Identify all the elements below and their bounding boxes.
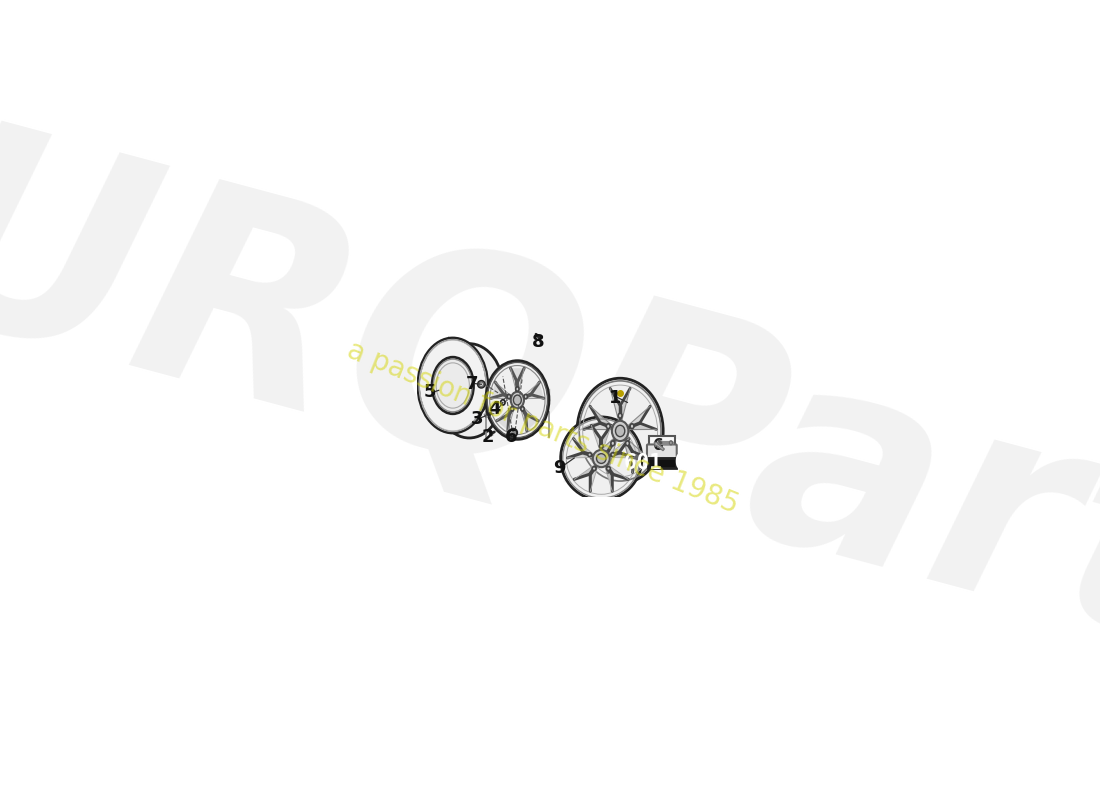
Polygon shape (584, 423, 615, 430)
Ellipse shape (477, 381, 485, 388)
Ellipse shape (561, 417, 642, 500)
Polygon shape (625, 406, 650, 429)
Polygon shape (573, 438, 596, 457)
Text: 3: 3 (471, 410, 483, 428)
Polygon shape (591, 406, 615, 429)
Ellipse shape (630, 424, 634, 429)
Text: 2: 2 (482, 428, 495, 446)
Polygon shape (606, 438, 629, 457)
FancyBboxPatch shape (648, 458, 675, 468)
Text: 1: 1 (609, 389, 622, 406)
Text: 8: 8 (532, 334, 544, 351)
FancyBboxPatch shape (647, 445, 676, 458)
Ellipse shape (593, 450, 609, 467)
Ellipse shape (485, 387, 549, 413)
Polygon shape (592, 436, 617, 458)
Polygon shape (519, 404, 538, 430)
Polygon shape (606, 453, 635, 458)
Ellipse shape (418, 338, 487, 433)
Polygon shape (604, 463, 613, 491)
Polygon shape (568, 453, 596, 458)
Polygon shape (574, 463, 598, 479)
Ellipse shape (610, 453, 615, 457)
Polygon shape (592, 426, 602, 453)
Text: a passion for parts since 1985: a passion for parts since 1985 (343, 336, 742, 519)
Ellipse shape (507, 394, 510, 398)
Ellipse shape (596, 454, 606, 463)
Polygon shape (608, 436, 617, 473)
Ellipse shape (510, 392, 524, 408)
Text: 6: 6 (505, 428, 517, 446)
FancyArrow shape (654, 442, 664, 450)
Ellipse shape (618, 414, 623, 418)
Ellipse shape (510, 406, 514, 411)
Ellipse shape (626, 441, 629, 446)
Ellipse shape (600, 444, 603, 448)
Ellipse shape (670, 441, 672, 445)
Polygon shape (510, 368, 525, 394)
Ellipse shape (486, 361, 549, 439)
Ellipse shape (616, 426, 625, 437)
Ellipse shape (516, 387, 519, 391)
Ellipse shape (587, 453, 592, 457)
Ellipse shape (578, 378, 663, 484)
Ellipse shape (612, 421, 628, 441)
Polygon shape (521, 382, 543, 399)
Ellipse shape (434, 344, 504, 438)
Ellipse shape (432, 357, 473, 414)
Text: 6: 6 (652, 438, 663, 454)
Ellipse shape (500, 400, 505, 405)
Text: 5: 5 (424, 383, 436, 402)
Polygon shape (591, 463, 598, 491)
Ellipse shape (610, 441, 615, 446)
Text: EURQParts: EURQParts (0, 53, 1100, 747)
Polygon shape (625, 423, 657, 430)
Polygon shape (602, 426, 612, 453)
Circle shape (509, 429, 517, 437)
Polygon shape (620, 388, 630, 425)
Text: 9: 9 (553, 459, 565, 477)
Ellipse shape (478, 382, 484, 386)
Ellipse shape (592, 466, 596, 470)
Polygon shape (497, 404, 515, 430)
Text: 601 01: 601 01 (624, 453, 700, 473)
Ellipse shape (524, 394, 527, 398)
Polygon shape (624, 436, 649, 458)
Bar (649, 435, 674, 450)
Polygon shape (604, 463, 628, 479)
Ellipse shape (606, 466, 610, 470)
Ellipse shape (520, 406, 525, 411)
Ellipse shape (514, 395, 521, 405)
Text: 4: 4 (488, 400, 502, 418)
Ellipse shape (606, 424, 610, 429)
Ellipse shape (449, 363, 490, 418)
Polygon shape (491, 382, 514, 399)
Polygon shape (624, 436, 632, 473)
Text: 7: 7 (466, 374, 478, 393)
Polygon shape (610, 388, 620, 425)
